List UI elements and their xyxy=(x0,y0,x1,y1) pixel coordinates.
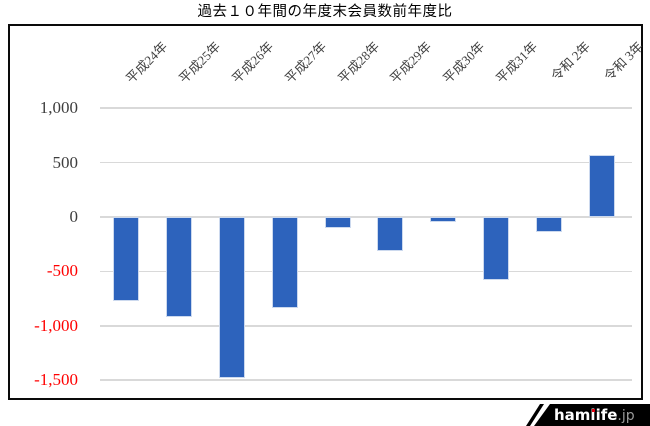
x-category-label: 令和 3年 xyxy=(600,38,646,84)
logo-suffix-text: .jp xyxy=(617,408,635,424)
y-tick-label: -1,500 xyxy=(34,370,78,390)
gridline xyxy=(100,270,632,273)
bar xyxy=(271,217,298,309)
gridline xyxy=(100,161,632,164)
logo-i-dot xyxy=(592,409,595,412)
x-category-label: 平成25年 xyxy=(176,38,224,87)
y-tick-label: -500 xyxy=(46,261,78,281)
y-tick-label: 0 xyxy=(69,207,79,226)
x-category-label: 令和 2年 xyxy=(548,38,594,84)
x-category-label: 平成29年 xyxy=(387,38,435,87)
x-category-label: 平成24年 xyxy=(123,38,171,87)
x-category-label: 平成30年 xyxy=(440,38,488,87)
y-tick-label: -1,000 xyxy=(34,315,78,335)
bar xyxy=(483,217,509,281)
plot-area: 1,000 500 0 -500 -1,000 -1,500 平成24年 平成25年 平成26… xyxy=(8,24,646,400)
gridline xyxy=(100,216,632,218)
bar xyxy=(430,217,457,223)
x-category-label: 平成26年 xyxy=(228,38,277,87)
bar xyxy=(166,217,193,318)
x-category-label: 平成28年 xyxy=(334,38,382,87)
bar xyxy=(377,217,404,251)
gridline xyxy=(100,379,632,381)
x-category-label: 平成27年 xyxy=(281,38,330,87)
chart-title: 過去１０年間の年度末会員数前年度比 xyxy=(197,4,453,20)
bar xyxy=(324,217,351,228)
y-tick-label: 500 xyxy=(52,152,79,172)
logo-banner: hamlife.jp xyxy=(534,404,650,426)
bar xyxy=(588,154,615,217)
x-category-label: 平成31年 xyxy=(492,38,541,87)
gridline xyxy=(100,107,632,109)
gridline xyxy=(100,325,632,327)
y-tick-label: 1,000 xyxy=(39,98,78,118)
bar xyxy=(219,217,245,379)
hamlife-watermark: hamlife.jp xyxy=(526,404,650,426)
bar xyxy=(113,217,140,301)
logo-brand-text: hamlife xyxy=(554,406,618,424)
bar xyxy=(535,217,562,233)
